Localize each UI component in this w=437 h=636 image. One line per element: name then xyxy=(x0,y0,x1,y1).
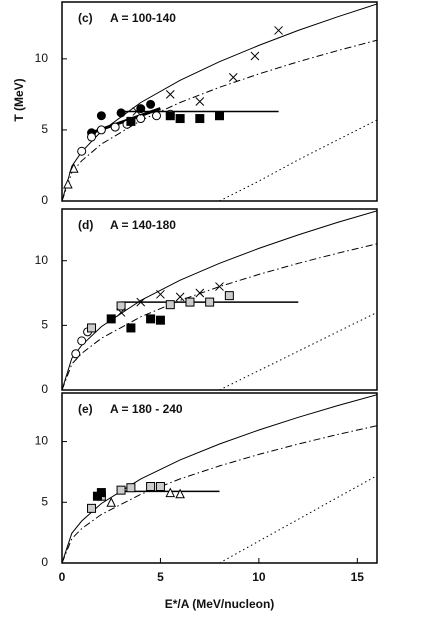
y-tick-label: 10 xyxy=(35,434,49,448)
marker xyxy=(152,111,161,121)
curve-solid xyxy=(62,210,377,390)
panel-label: (e) xyxy=(78,402,93,416)
marker xyxy=(155,315,165,325)
marker xyxy=(69,163,79,173)
x-tick-label: 10 xyxy=(252,570,266,584)
marker xyxy=(165,300,175,310)
y-tick-label: 10 xyxy=(35,253,49,267)
marker xyxy=(195,288,205,298)
curve-dashdot xyxy=(62,425,377,563)
curve-dashdot xyxy=(62,243,377,390)
marker xyxy=(87,132,97,142)
marker xyxy=(156,289,165,299)
marker xyxy=(155,482,165,491)
marker xyxy=(274,26,283,35)
marker xyxy=(106,314,116,324)
marker xyxy=(215,111,224,121)
marker xyxy=(215,282,224,291)
marker xyxy=(126,116,136,126)
marker xyxy=(146,482,156,491)
panel-title: A = 100-140 xyxy=(110,11,176,25)
marker xyxy=(116,485,126,495)
marker xyxy=(116,108,126,118)
marker xyxy=(126,323,136,333)
marker xyxy=(87,503,97,513)
y-tick-label: 10 xyxy=(35,51,49,65)
marker xyxy=(228,72,238,82)
curve-solid xyxy=(62,3,377,201)
marker xyxy=(136,297,146,307)
panel-title: A = 140-180 xyxy=(110,218,176,232)
plot-frame xyxy=(61,208,378,391)
x-tick-label: 15 xyxy=(351,570,365,584)
curve-dotted xyxy=(219,119,377,201)
marker xyxy=(96,125,106,135)
y-tick-label: 0 xyxy=(41,193,48,207)
marker xyxy=(195,114,205,124)
x-tick-label: 0 xyxy=(59,570,66,584)
plot-frame xyxy=(61,392,378,564)
panel-title: A = 180 - 240 xyxy=(110,402,183,416)
marker xyxy=(96,111,106,121)
curve-dotted xyxy=(219,475,377,563)
marker xyxy=(96,488,106,498)
y-axis-label: T (MeV) xyxy=(12,78,26,121)
marker xyxy=(116,308,126,317)
y-tick-label: 0 xyxy=(41,555,48,569)
marker xyxy=(146,314,156,324)
marker xyxy=(106,497,117,507)
panel-label: (c) xyxy=(78,11,93,25)
panel-label: (d) xyxy=(78,218,93,232)
marker xyxy=(63,178,73,189)
y-tick-label: 0 xyxy=(41,382,48,396)
curve-solid xyxy=(62,394,377,563)
y-tick-label: 5 xyxy=(41,494,48,508)
y-tick-label: 5 xyxy=(41,318,48,332)
marker xyxy=(205,297,215,307)
marker xyxy=(195,97,205,106)
marker xyxy=(146,99,156,109)
marker xyxy=(110,122,120,132)
marker xyxy=(87,323,97,333)
marker xyxy=(71,349,81,359)
marker xyxy=(77,146,87,156)
y-tick-label: 5 xyxy=(41,122,48,136)
curve-dotted xyxy=(219,311,377,390)
marker xyxy=(165,90,175,99)
marker xyxy=(250,51,260,61)
marker xyxy=(77,336,87,346)
marker xyxy=(126,483,136,493)
marker xyxy=(175,114,185,124)
marker xyxy=(165,487,176,498)
marker xyxy=(116,301,126,311)
curve-dashdot xyxy=(62,39,377,201)
marker xyxy=(132,107,142,116)
marker xyxy=(136,114,146,124)
marker xyxy=(136,104,146,114)
marker xyxy=(165,111,175,121)
x-tick-label: 5 xyxy=(157,570,164,584)
marker xyxy=(185,297,195,307)
plot-frame xyxy=(61,1,378,202)
marker xyxy=(175,292,185,302)
marker xyxy=(175,488,185,499)
marker xyxy=(224,291,234,301)
x-axis-label: E*/A (MeV/nucleon) xyxy=(165,597,275,611)
